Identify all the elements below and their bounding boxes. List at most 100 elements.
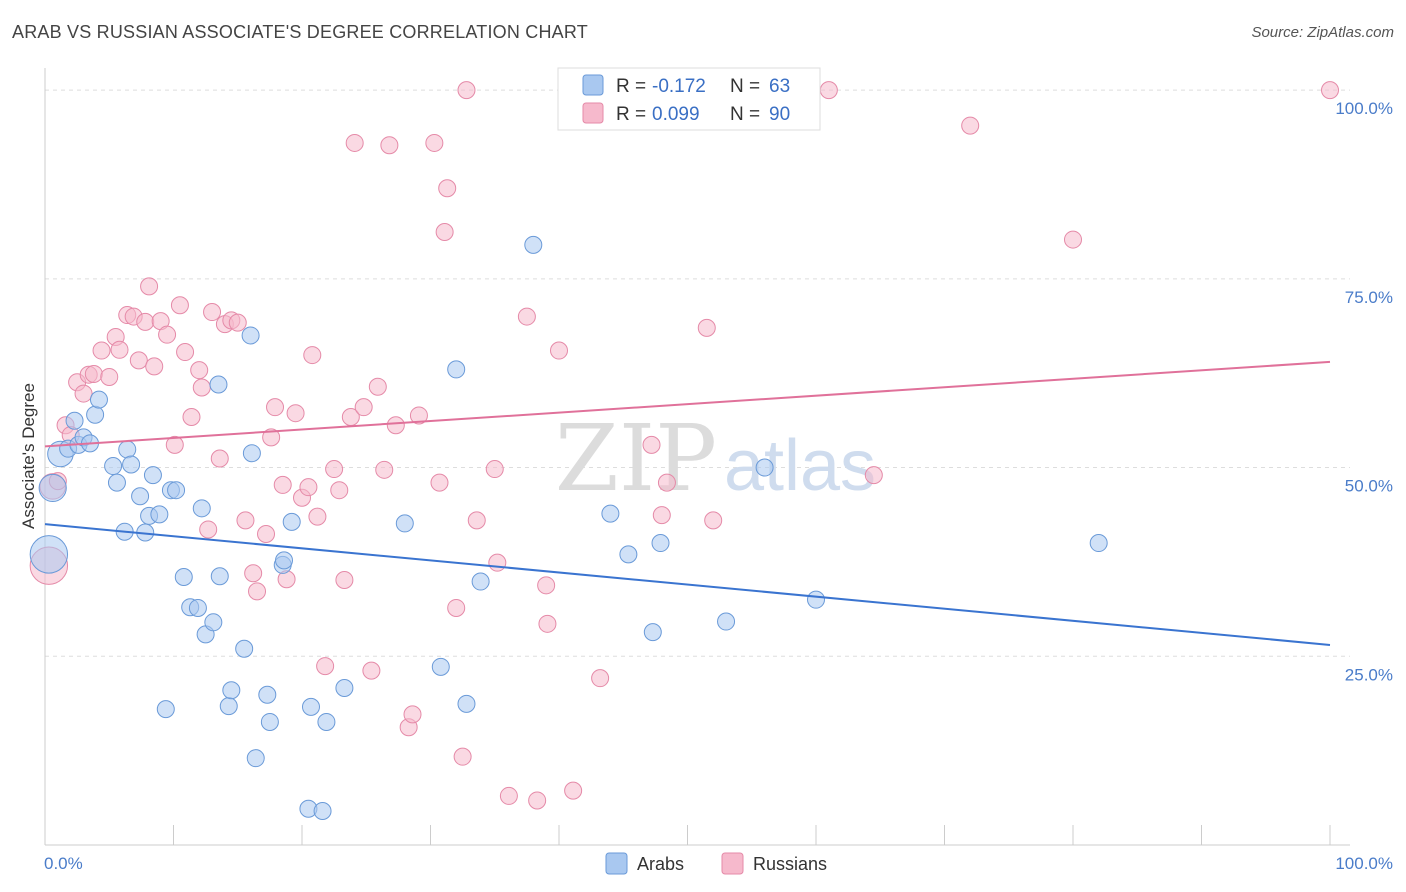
legend-arabs-r-label: R =	[616, 76, 646, 97]
arabs-point	[313, 802, 332, 821]
russians-point	[550, 341, 568, 360]
russians-point	[819, 81, 838, 100]
watermark: ZIP atlas	[555, 405, 876, 512]
russians-point	[210, 449, 229, 468]
arabs-point	[619, 545, 638, 564]
watermark-zip: ZIP	[555, 405, 717, 512]
russians-point	[236, 511, 255, 530]
russians-point	[136, 312, 155, 331]
arabs-point	[457, 694, 476, 713]
russians-point	[110, 340, 129, 359]
russians-point	[129, 351, 148, 370]
russians-point	[335, 571, 354, 590]
russians-point	[657, 473, 676, 492]
russians-point	[345, 133, 364, 152]
russians-point	[190, 361, 209, 380]
legend-russians-r-label: R =	[616, 104, 646, 125]
russians-point	[308, 507, 327, 526]
arabs-point	[118, 440, 137, 459]
legend-arabs-r-value: -0.172	[652, 76, 706, 97]
legend-russians-n-label: N =	[730, 104, 760, 125]
axes: 25.0% 50.0% 75.0% 100.0% 0.0% 100.0%	[44, 68, 1393, 873]
russians-point	[140, 277, 159, 296]
arabs-point	[29, 535, 69, 574]
arabs-point	[131, 487, 150, 506]
russians-point	[316, 657, 335, 676]
russians-point	[330, 481, 349, 500]
arabs-point	[717, 612, 736, 631]
arabs-point	[107, 473, 126, 492]
russians-point	[380, 136, 399, 155]
russians-point	[100, 367, 119, 386]
russians-point	[176, 343, 195, 362]
arabs-point	[222, 681, 241, 700]
russians-point	[199, 520, 218, 539]
russians-point	[457, 81, 476, 100]
russians-point	[528, 791, 547, 810]
arabs-point	[1089, 534, 1108, 553]
arabs-point	[643, 623, 662, 642]
arabs-point	[301, 697, 320, 716]
arabs-point	[524, 235, 543, 254]
legend-russians-n-value: 90	[769, 104, 790, 125]
russians-point	[517, 307, 536, 326]
trend-lines	[44, 360, 1331, 646]
arabs-point	[395, 514, 414, 533]
arabs-point	[219, 697, 238, 716]
russians-point	[228, 313, 247, 332]
bottom-legend-swatch-arabs	[605, 852, 628, 875]
russians-point	[538, 614, 557, 633]
series-legend: Arabs Russians	[605, 852, 827, 875]
russians-point	[170, 296, 189, 315]
legend-arabs-n-value: 63	[769, 76, 790, 97]
arabs-point	[209, 375, 228, 394]
arabs-point	[143, 466, 162, 485]
russians-trend-line	[44, 360, 1331, 448]
chart-title: ARAB VS RUSSIAN ASSOCIATE'S DEGREE CORRE…	[12, 22, 588, 42]
arabs-point	[242, 444, 261, 463]
arabs-point	[335, 678, 354, 697]
russians-point	[1064, 230, 1082, 249]
arabs-point	[210, 567, 229, 586]
y-tick-label: 75.0%	[1345, 288, 1393, 307]
russians-point	[499, 786, 518, 805]
legend-russians-r-value: 0.099	[652, 104, 700, 125]
russians-point	[248, 582, 267, 601]
russians-point	[435, 223, 454, 242]
russians-point	[488, 553, 507, 572]
russians-point	[286, 404, 305, 423]
arabs-points	[29, 235, 1108, 821]
russians-point	[362, 661, 381, 680]
russians-point	[325, 460, 344, 479]
legend-swatch-russians	[582, 102, 604, 124]
russians-point	[192, 378, 211, 397]
arabs-point	[122, 455, 141, 474]
bottom-legend-russians: Russians	[753, 854, 827, 874]
russians-point	[158, 325, 177, 344]
arabs-point	[89, 390, 108, 409]
arabs-point	[86, 405, 105, 424]
russians-point	[697, 318, 716, 337]
arabs-point	[167, 481, 186, 500]
russians-point	[182, 407, 201, 426]
russians-point	[438, 179, 457, 198]
arabs-point	[275, 551, 294, 570]
arabs-point	[260, 712, 279, 731]
russians-point	[354, 398, 373, 417]
correlation-legend: R = -0.172 N = 63 R = 0.099 N = 90	[557, 67, 821, 131]
russians-point	[84, 364, 103, 383]
arabs-point	[755, 458, 774, 477]
russians-point	[92, 341, 111, 360]
russians-point	[145, 357, 164, 376]
y-axis-label: Associate's Degree	[19, 383, 38, 529]
arabs-point	[246, 749, 265, 768]
russians-point	[386, 416, 405, 435]
russians-point	[203, 303, 222, 322]
x-tick-label: 100.0%	[1335, 854, 1393, 873]
russians-point	[642, 435, 661, 454]
russians-point	[1321, 81, 1339, 100]
russians-point	[961, 116, 980, 135]
russians-point	[368, 377, 387, 396]
russians-point	[299, 478, 318, 497]
